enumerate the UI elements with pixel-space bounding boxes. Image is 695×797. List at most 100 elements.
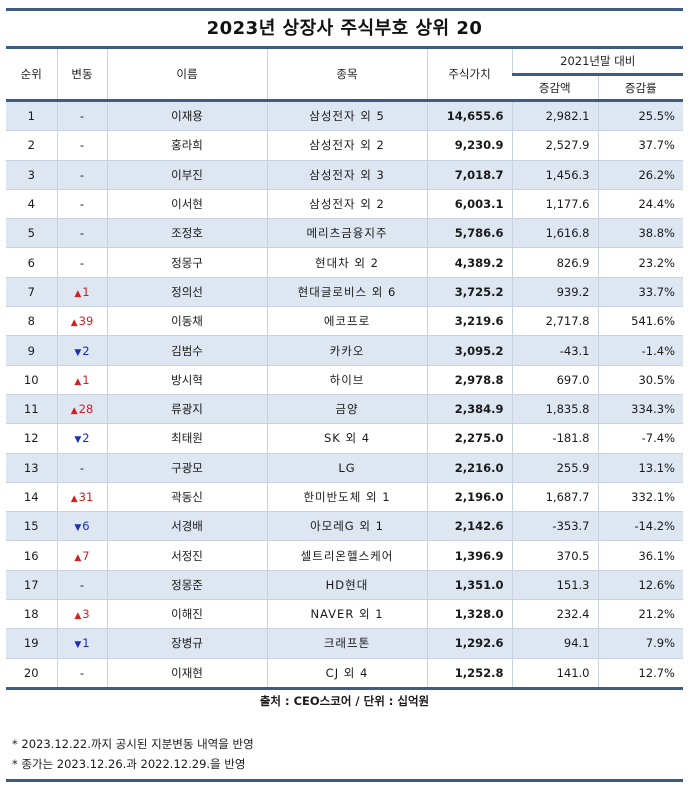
cell-rate: 332.1% [597, 482, 683, 513]
cell-stock: 삼성전자 외 5 [266, 100, 427, 132]
cell-name: 홍라희 [106, 130, 267, 161]
rank-change-none: - [79, 138, 85, 153]
cell-stock: LG [266, 453, 427, 483]
table-row: 7 ▲1 정의선 현대글로비스 외 6 3,725.2 939.2 33.7% [6, 277, 683, 308]
cell-stock: 삼성전자 외 3 [266, 160, 427, 190]
up-triangle-icon: ▲ [70, 318, 78, 329]
cell-stock: NAVER 외 1 [266, 599, 427, 630]
rank-change: ▼2 [74, 344, 89, 358]
table-row: 20 - 이재현 CJ 외 4 1,252.8 141.0 12.7% [6, 658, 683, 687]
cell-stock: 크래프톤 [266, 628, 427, 659]
cell-change: ▼2 [56, 423, 107, 454]
cell-value: 1,351.0 [426, 570, 512, 601]
cell-name: 조정호 [106, 218, 267, 249]
cell-name: 방시혁 [106, 365, 267, 395]
cell-rank: 11 [6, 394, 57, 425]
cell-rank: 4 [6, 189, 57, 220]
col-header-name: 이름 [106, 49, 267, 102]
cell-amount: 141.0 [511, 658, 598, 687]
cell-stock: 에코프로 [266, 306, 427, 337]
cell-change: - [56, 453, 107, 483]
rank-change-value: 1 [82, 372, 90, 387]
cell-amount: 2,527.9 [511, 130, 598, 161]
cell-rank: 15 [6, 511, 57, 542]
cell-value: 2,978.8 [426, 365, 512, 395]
table-row: 3 - 이부진 삼성전자 외 3 7,018.7 1,456.3 26.2% [6, 160, 683, 190]
cell-rate: 7.9% [597, 628, 683, 659]
rank-change-value: 39 [78, 314, 94, 329]
up-triangle-icon: ▲ [70, 494, 78, 504]
cell-value: 4,389.2 [426, 247, 512, 278]
cell-name: 류광지 [106, 394, 267, 425]
table-bottom-rule [6, 686, 683, 690]
col-header-amount: 증감액 [512, 74, 598, 102]
cell-value: 2,142.6 [426, 511, 512, 542]
cell-rate: 25.5% [597, 100, 683, 132]
cell-change: - [56, 189, 107, 220]
table-row: 1 - 이재용 삼성전자 외 5 14,655.6 2,982.1 25.5% [6, 100, 683, 132]
rank-change-value: 2 [82, 343, 90, 358]
cell-amount: 2,982.1 [511, 100, 598, 132]
cell-name: 구광모 [106, 453, 267, 483]
cell-change: ▼6 [56, 511, 107, 542]
rank-change-value: 31 [78, 490, 94, 504]
cell-stock: SK 외 4 [266, 423, 427, 454]
cell-rank: 2 [6, 130, 57, 161]
cell-name: 이부진 [106, 160, 267, 190]
table-row: 17 - 정몽준 HD현대 1,351.0 151.3 12.6% [6, 570, 683, 601]
cell-value: 1,292.6 [426, 628, 512, 659]
cell-amount: 1,687.7 [511, 482, 598, 513]
cell-change: - [56, 100, 107, 132]
source-caption: 출처 : CEO스코어 / 단위 : 십억원 [259, 693, 430, 708]
rank-change: ▼1 [74, 636, 89, 650]
cell-name: 이재현 [106, 658, 267, 687]
cell-rate: -14.2% [597, 511, 683, 542]
report-container: 2023년 상장사 주식부호 상위 20 순위 변동 이름 종목 주식가치 20… [6, 8, 683, 782]
cell-stock: 메리츠금융지주 [266, 218, 427, 249]
table-row: 12 ▼2 최태원 SK 외 4 2,275.0 -181.8 -7.4% [6, 423, 683, 454]
rank-change: ▲7 [74, 549, 89, 563]
cell-amount: 1,616.8 [511, 218, 598, 249]
cell-value: 1,252.8 [426, 658, 512, 687]
cell-rate: 23.2% [597, 247, 683, 278]
rank-change-none: - [79, 255, 85, 270]
footnote: * 종가는 2023.12.26.과 2022.12.29.을 반영 [12, 756, 246, 771]
cell-stock: 현대차 외 2 [266, 247, 427, 278]
cell-amount: -353.7 [511, 511, 598, 542]
cell-value: 2,275.0 [426, 423, 512, 454]
cell-change: ▲1 [56, 277, 107, 308]
cell-rate: 36.1% [597, 540, 683, 571]
cell-change: - [56, 160, 107, 190]
cell-amount: 370.5 [511, 540, 598, 571]
cell-name: 곽동신 [106, 482, 267, 513]
up-triangle-icon: ▲ [74, 611, 82, 622]
cell-rank: 13 [6, 453, 57, 483]
cell-change: ▲39 [56, 306, 107, 337]
cell-change: - [56, 130, 107, 161]
table-row: 14 ▲31 곽동신 한미반도체 외 1 2,196.0 1,687.7 332.1% [6, 482, 683, 513]
cell-value: 2,384.9 [426, 394, 512, 425]
table-row: 4 - 이서현 삼성전자 외 2 6,003.1 1,177.6 24.4% [6, 189, 683, 220]
table-row: 13 - 구광모 LG 2,216.0 255.9 13.1% [6, 453, 683, 483]
cell-stock: CJ 외 4 [266, 658, 427, 687]
cell-name: 정몽준 [106, 570, 267, 601]
cell-value: 2,196.0 [426, 482, 512, 513]
cell-value: 5,786.6 [426, 218, 512, 249]
cell-stock: 현대글로비스 외 6 [266, 277, 427, 308]
cell-amount: -181.8 [511, 423, 598, 454]
cell-rank: 1 [6, 100, 57, 132]
rank-change-none: - [79, 167, 85, 182]
cell-rank: 7 [6, 277, 57, 308]
rank-change-value: 1 [82, 636, 90, 651]
cell-rank: 12 [6, 423, 57, 454]
table-row: 6 - 정몽구 현대차 외 2 4,389.2 826.9 23.2% [6, 247, 683, 278]
cell-rate: 334.3% [597, 394, 683, 425]
cell-name: 이동채 [106, 306, 267, 337]
cell-rate: 38.8% [597, 218, 683, 249]
cell-change: - [56, 570, 107, 601]
cell-rate: 26.2% [597, 160, 683, 190]
cell-stock: 삼성전자 외 2 [266, 189, 427, 220]
rank-change: ▲31 [71, 490, 94, 504]
cell-rank: 6 [6, 247, 57, 278]
cell-rate: 12.6% [597, 570, 683, 601]
